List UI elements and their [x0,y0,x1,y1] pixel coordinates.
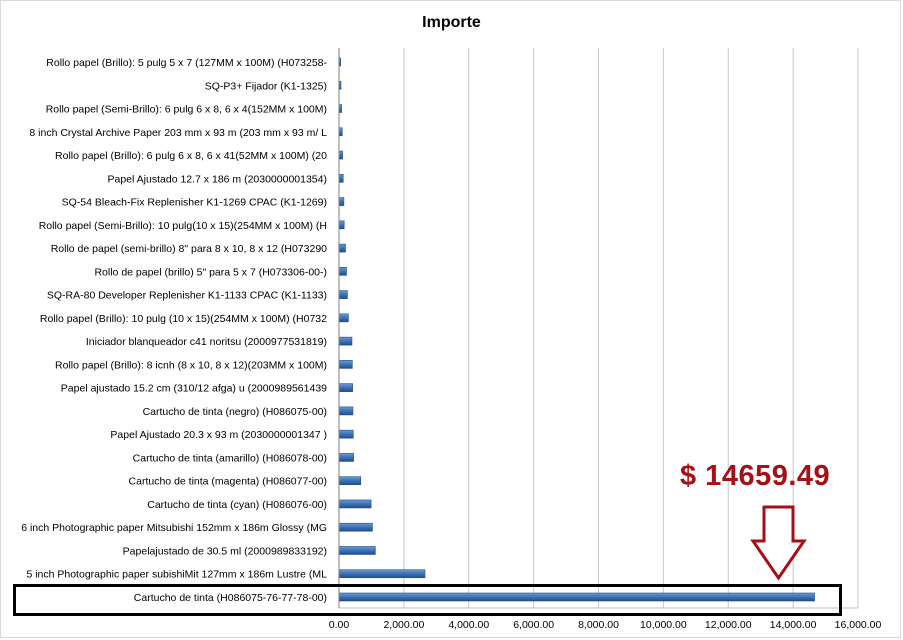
category-label: Cartucho de tinta (H086075-76-77-78-00) [134,592,327,604]
x-tick-label: 0.00 [329,619,350,631]
category-label: SQ-RA-80 Developer Replenisher K1-1133 C… [47,290,327,302]
category-label: 6 inch Photographic paper Mitsubishi 152… [21,522,327,534]
category-label: Rollo de papel (brillo) 5" para 5 x 7 (H… [94,266,327,278]
category-label: Papel Ajustado 20.3 x 93 m (203000000134… [110,429,327,441]
bar [338,150,343,160]
bar [338,546,376,555]
category-label: Rollo de papel (semi-brillo) 8" para 8 x… [51,243,327,255]
category-label: Cartucho de tinta (negro) (H086075-00) [143,406,327,418]
down-arrow-icon [750,505,807,581]
x-tick-label: 4,000.00 [448,619,489,631]
x-tick-label: 12,000.00 [705,619,752,631]
bar [338,267,347,276]
category-label: Rollo papel (Semi-Brillo): 10 pulg(10 x … [39,220,327,232]
category-label: Papel Ajustado 12.7 x 186 m (20300000013… [107,173,327,185]
bar [338,429,354,439]
x-tick-label: 10,000.00 [640,619,687,631]
bar [338,360,353,369]
bar [338,174,344,183]
bar [338,313,349,323]
category-label: Rollo papel (Brillo): 6 pulg 6 x 8, 6 x … [55,150,327,162]
bar [338,453,354,462]
bar [338,406,354,416]
bar [338,476,362,485]
category-label: Rollo papel (Brillo): 8 icnh (8 x 10, 8 … [55,359,327,371]
category-label: Iniciador blanqueador c41 noritsu (20009… [86,336,327,348]
category-label: Cartucho de tinta (magenta) (H086077-00) [129,476,327,488]
bar [338,383,353,392]
category-label: Rollo papel (Brillo): 5 pulg 5 x 7 (127M… [46,57,327,69]
bar [338,197,345,206]
category-labels: Rollo papel (Brillo): 5 pulg 5 x 7 (127M… [21,57,327,604]
annotation-total: $ 14659.49 [680,460,831,492]
bar [338,499,372,509]
chart-title: Importe [422,14,481,31]
category-label: Papel ajustado 15.2 cm (310/12 afga) u (… [61,383,327,395]
x-tick-label: 16,000.00 [835,619,882,631]
x-tick-label: 8,000.00 [578,619,619,631]
category-label: SQ-P3+ Fijador (K1-1325) [205,80,327,92]
category-label: Papelajustado de 30.5 ml (2000989833192) [123,545,327,557]
x-tick-label: 6,000.00 [513,619,554,631]
bar [338,336,353,346]
category-label: Rollo papel (Brillo): 10 pulg (10 x 15)(… [40,313,327,325]
bars [338,57,815,602]
category-label: SQ-54 Bleach-Fix Replenisher K1-1269 CPA… [62,197,327,209]
category-label: 8 inch Crystal Archive Paper 203 mm x 93… [29,127,327,139]
category-label: 5 inch Photographic paper subishiMit 127… [26,569,327,581]
bar [338,220,345,230]
bar [338,243,346,253]
category-label: Rollo papel (Semi-Brillo): 6 pulg 6 x 8,… [46,104,327,116]
bar [338,290,348,299]
x-tick-labels: 0.00 2,000.00 4,000.00 6,000.00 8,000.00 10,0… [329,619,882,631]
bar [338,569,426,579]
x-tick-label: 14,000.00 [770,619,817,631]
category-label: Cartucho de tinta (cyan) (H086076-00) [147,499,327,511]
x-tick-label: 2,000.00 [383,619,424,631]
bar [338,522,373,532]
highlight-box [13,584,842,616]
category-label: Cartucho de tinta (amarillo) (H086078-00… [133,452,327,464]
